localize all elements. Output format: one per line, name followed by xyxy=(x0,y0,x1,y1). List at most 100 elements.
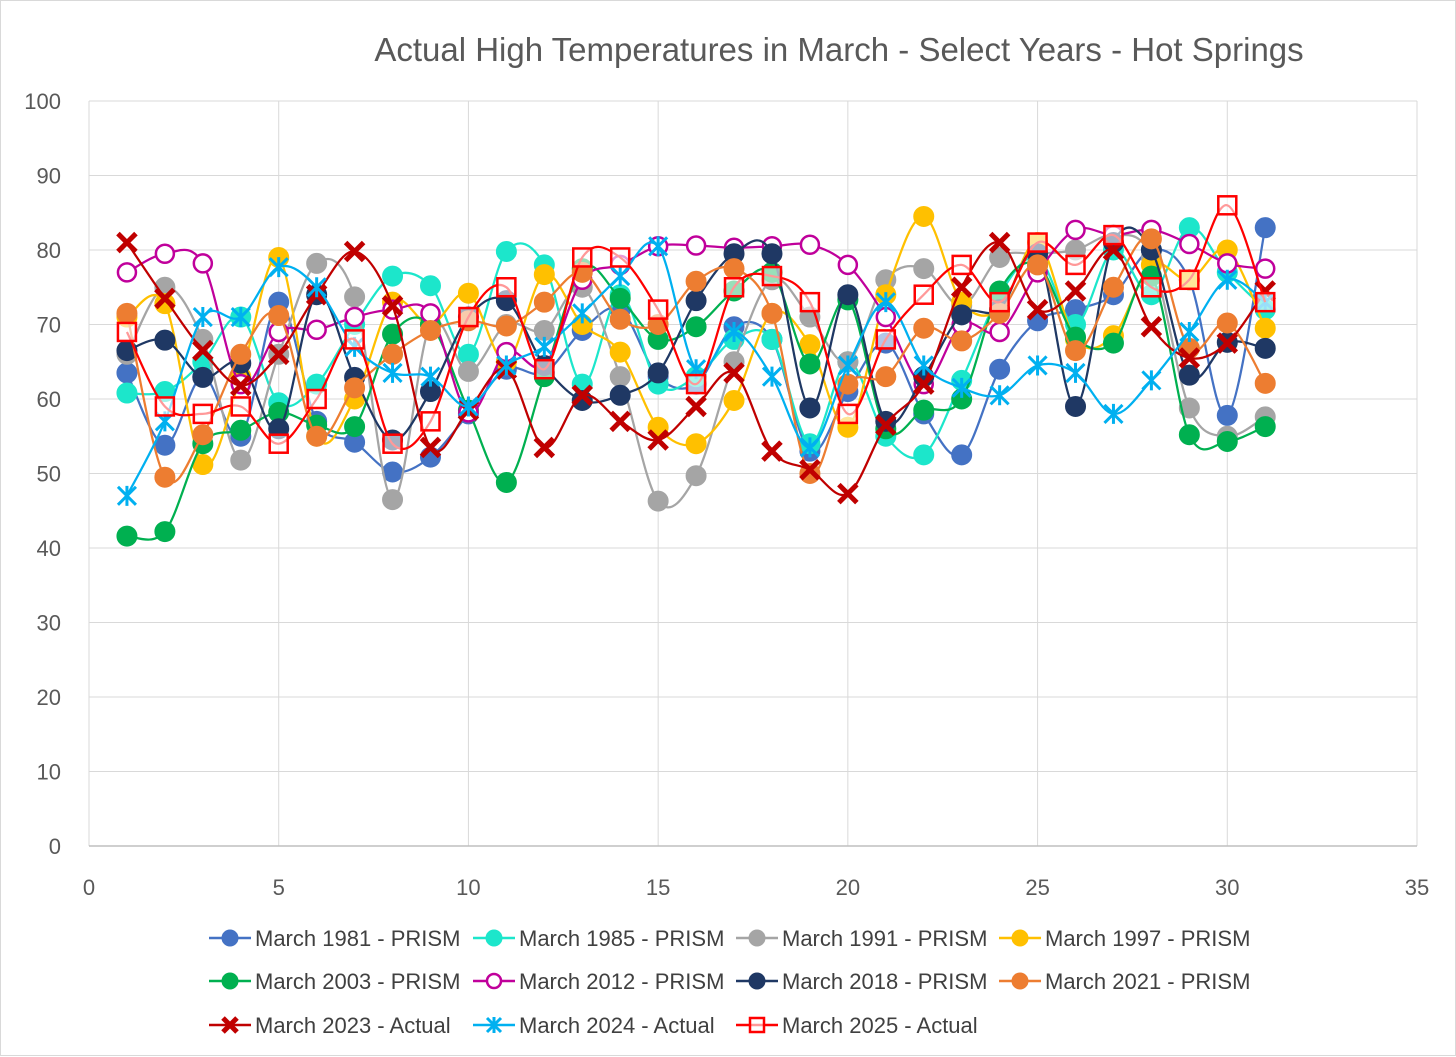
data-point xyxy=(533,436,556,459)
data-point xyxy=(116,302,138,324)
data-point xyxy=(496,355,517,376)
data-point xyxy=(381,295,404,317)
data-point xyxy=(496,277,517,298)
data-point xyxy=(685,465,707,487)
data-point xyxy=(344,416,366,438)
legend-label: March 1981 - PRISM xyxy=(255,926,460,951)
data-point xyxy=(1027,232,1048,253)
data-point xyxy=(1065,340,1087,362)
data-point xyxy=(230,306,251,328)
data-point xyxy=(457,360,479,382)
data-point xyxy=(1065,254,1086,276)
data-point xyxy=(230,374,252,397)
data-point xyxy=(1254,317,1276,339)
data-point xyxy=(609,410,631,433)
data-point xyxy=(154,243,176,264)
data-point xyxy=(1178,424,1200,446)
data-point xyxy=(534,358,555,380)
y-tick-label: 60 xyxy=(37,387,61,412)
y-tick-label: 30 xyxy=(37,611,61,636)
legend-label: March 2025 - Actual xyxy=(782,1013,978,1038)
data-point xyxy=(1102,276,1124,298)
data-point xyxy=(913,284,934,305)
data-point xyxy=(192,253,214,274)
data-point xyxy=(951,377,972,398)
data-point xyxy=(230,419,252,441)
series-march-2023-actual xyxy=(116,231,1276,505)
data-point xyxy=(610,266,631,287)
data-point xyxy=(343,240,366,263)
data-point xyxy=(989,321,1010,343)
data-point xyxy=(154,396,176,417)
data-point xyxy=(748,972,766,990)
data-point xyxy=(1102,332,1124,354)
data-point xyxy=(495,315,517,337)
data-point xyxy=(457,282,479,304)
data-point xyxy=(761,366,783,387)
data-point xyxy=(154,293,176,315)
series-march-2025-actual xyxy=(116,195,1276,454)
data-point xyxy=(685,433,707,455)
data-point xyxy=(534,336,555,357)
data-point xyxy=(419,436,442,459)
data-point xyxy=(1216,332,1239,354)
data-point xyxy=(192,424,214,446)
data-point xyxy=(609,308,631,330)
data-point xyxy=(837,482,859,505)
data-point xyxy=(306,319,327,340)
data-point xyxy=(1216,404,1238,426)
data-point xyxy=(1179,269,1200,291)
data-point xyxy=(420,411,441,432)
legend-item: March 2003 - PRISM xyxy=(209,969,460,994)
data-point xyxy=(609,366,631,388)
legend-item: March 1991 - PRISM xyxy=(736,926,987,951)
data-point xyxy=(685,316,707,338)
legend-label: March 1997 - PRISM xyxy=(1045,926,1250,951)
y-tick-label: 10 xyxy=(37,760,61,785)
data-point xyxy=(572,303,593,324)
data-point xyxy=(875,410,897,432)
data-point xyxy=(1140,228,1162,250)
data-point xyxy=(458,396,479,417)
data-point xyxy=(221,972,239,990)
x-tick-label: 10 xyxy=(456,875,480,900)
data-point xyxy=(306,277,327,298)
data-point xyxy=(913,444,935,466)
legend-item: March 2023 - Actual xyxy=(209,1013,451,1038)
data-point xyxy=(1065,362,1086,383)
data-point xyxy=(1178,364,1200,386)
data-point xyxy=(116,362,138,384)
y-tick-label: 80 xyxy=(37,238,61,263)
data-point xyxy=(344,377,366,399)
data-point xyxy=(192,366,214,388)
data-point xyxy=(748,929,766,947)
legend-label: March 2018 - PRISM xyxy=(782,969,987,994)
data-point xyxy=(154,287,176,310)
data-point xyxy=(723,389,745,411)
data-point xyxy=(1179,321,1200,343)
legend-item: March 2021 - PRISM xyxy=(999,969,1250,994)
data-point xyxy=(799,459,821,481)
data-point xyxy=(912,373,935,395)
legend-item: March 1981 - PRISM xyxy=(209,926,460,951)
data-point xyxy=(116,485,138,506)
data-point xyxy=(837,403,859,425)
data-point xyxy=(875,292,896,313)
grid xyxy=(88,100,1418,847)
data-point xyxy=(799,397,821,419)
data-point xyxy=(913,355,934,376)
data-point xyxy=(1141,370,1162,391)
legend-item: March 2012 - PRISM xyxy=(473,969,724,994)
data-point xyxy=(571,384,594,407)
data-point xyxy=(609,384,631,406)
series-layer xyxy=(116,195,1276,547)
data-point xyxy=(230,396,252,417)
data-point xyxy=(268,257,289,278)
data-point xyxy=(913,205,935,227)
legend-label: March 2024 - Actual xyxy=(519,1013,715,1038)
data-point xyxy=(799,437,820,458)
data-point xyxy=(458,306,479,328)
data-point xyxy=(230,343,252,365)
data-point xyxy=(875,329,897,350)
